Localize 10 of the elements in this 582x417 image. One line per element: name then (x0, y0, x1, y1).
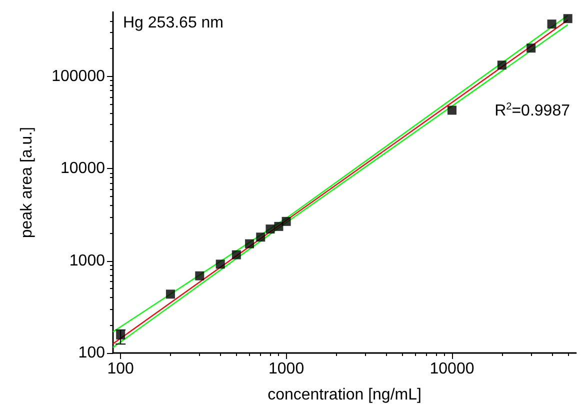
y-tick-label: 100 (78, 344, 106, 362)
y-tick-label: 1000 (69, 252, 106, 270)
y-axis-title: peak area [a.u.] (18, 126, 36, 238)
x-axis-title: concentration [ng/mL] (268, 386, 422, 404)
x-tick-label: 10000 (430, 360, 474, 378)
x-tick-label: 1000 (268, 360, 304, 378)
y-tick-label: 100000 (52, 68, 106, 85)
x-tick-label: 100 (107, 360, 134, 378)
y-tick-label: 10000 (60, 160, 106, 178)
chart-title: Hg 253.65 nm (123, 14, 224, 32)
